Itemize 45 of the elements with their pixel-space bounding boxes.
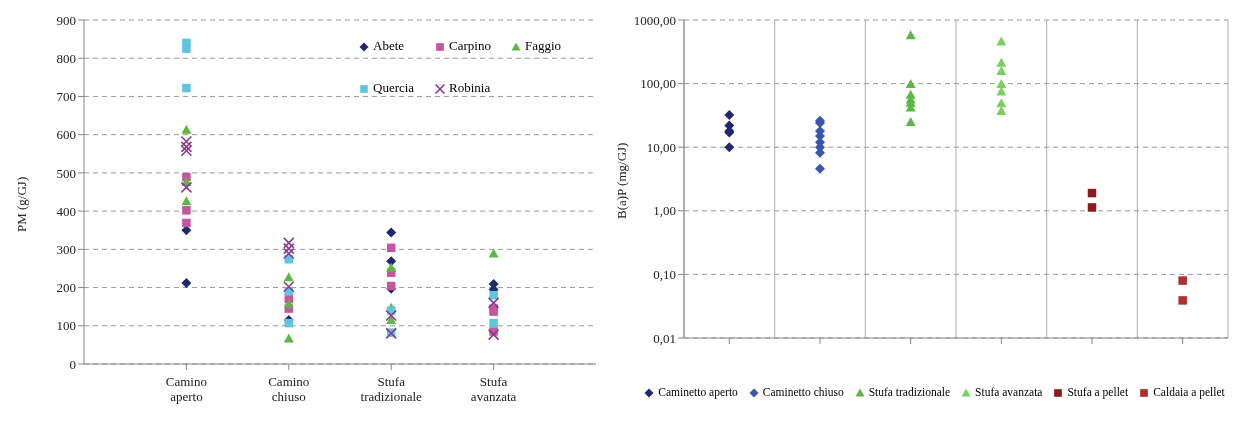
y-tick-label: 700 [56,89,76,105]
point [1178,296,1187,305]
point [815,163,825,174]
y-tick-label: 0,10 [653,267,676,283]
x-tick-label: Stufa avanzata [470,374,517,404]
y-tick-label: 400 [56,203,76,219]
y-tick-label: 800 [56,50,76,66]
point [996,78,1007,88]
point [905,116,916,126]
x-tick-label: Camino chiuso [268,374,310,404]
point [724,142,735,153]
point [996,65,1007,75]
point [1178,276,1187,285]
y-tick-label: 900 [56,12,76,28]
x-tick-label: Stufa tradizionale [360,374,423,404]
legend-label: Carpino [448,38,492,54]
point [996,98,1007,108]
point [724,110,735,121]
legend-label: Abete [372,38,406,54]
point [905,30,916,40]
x-tick-label: Camino aperto [165,374,207,404]
y-tick-label: 500 [56,165,76,181]
y-axis-title: PM (g/GJ) [13,176,29,232]
y-tick-label: 300 [56,241,76,257]
y-tick-label: 1,00 [653,203,676,219]
legend-label: Caldaia a pellet [1152,386,1225,400]
y-tick-label: 200 [56,280,76,296]
y-tick-label: 0,01 [653,330,676,346]
legend-label: Caminetto aperto [657,386,738,400]
legend-label: Quercia [372,80,416,96]
y-axis-title: B(a)P (mg/GJ) [613,142,629,219]
y-tick-label: 1000,00 [633,12,676,28]
y-tick-label: 100,00 [640,76,676,92]
y-tick-label: 0 [69,356,76,372]
point [905,78,916,88]
legend-label: Robinia [448,80,492,96]
y-tick-label: 10,00 [646,139,676,155]
point [996,106,1007,116]
point [996,57,1007,67]
legend-label: Stufa a pellet [1066,386,1129,400]
legend-label: Caminetto chiuso [761,386,844,400]
y-tick-label: 600 [56,127,76,143]
legend-label: Faggio [524,38,563,54]
point [1087,203,1097,212]
y-tick-label: 100 [56,318,76,334]
